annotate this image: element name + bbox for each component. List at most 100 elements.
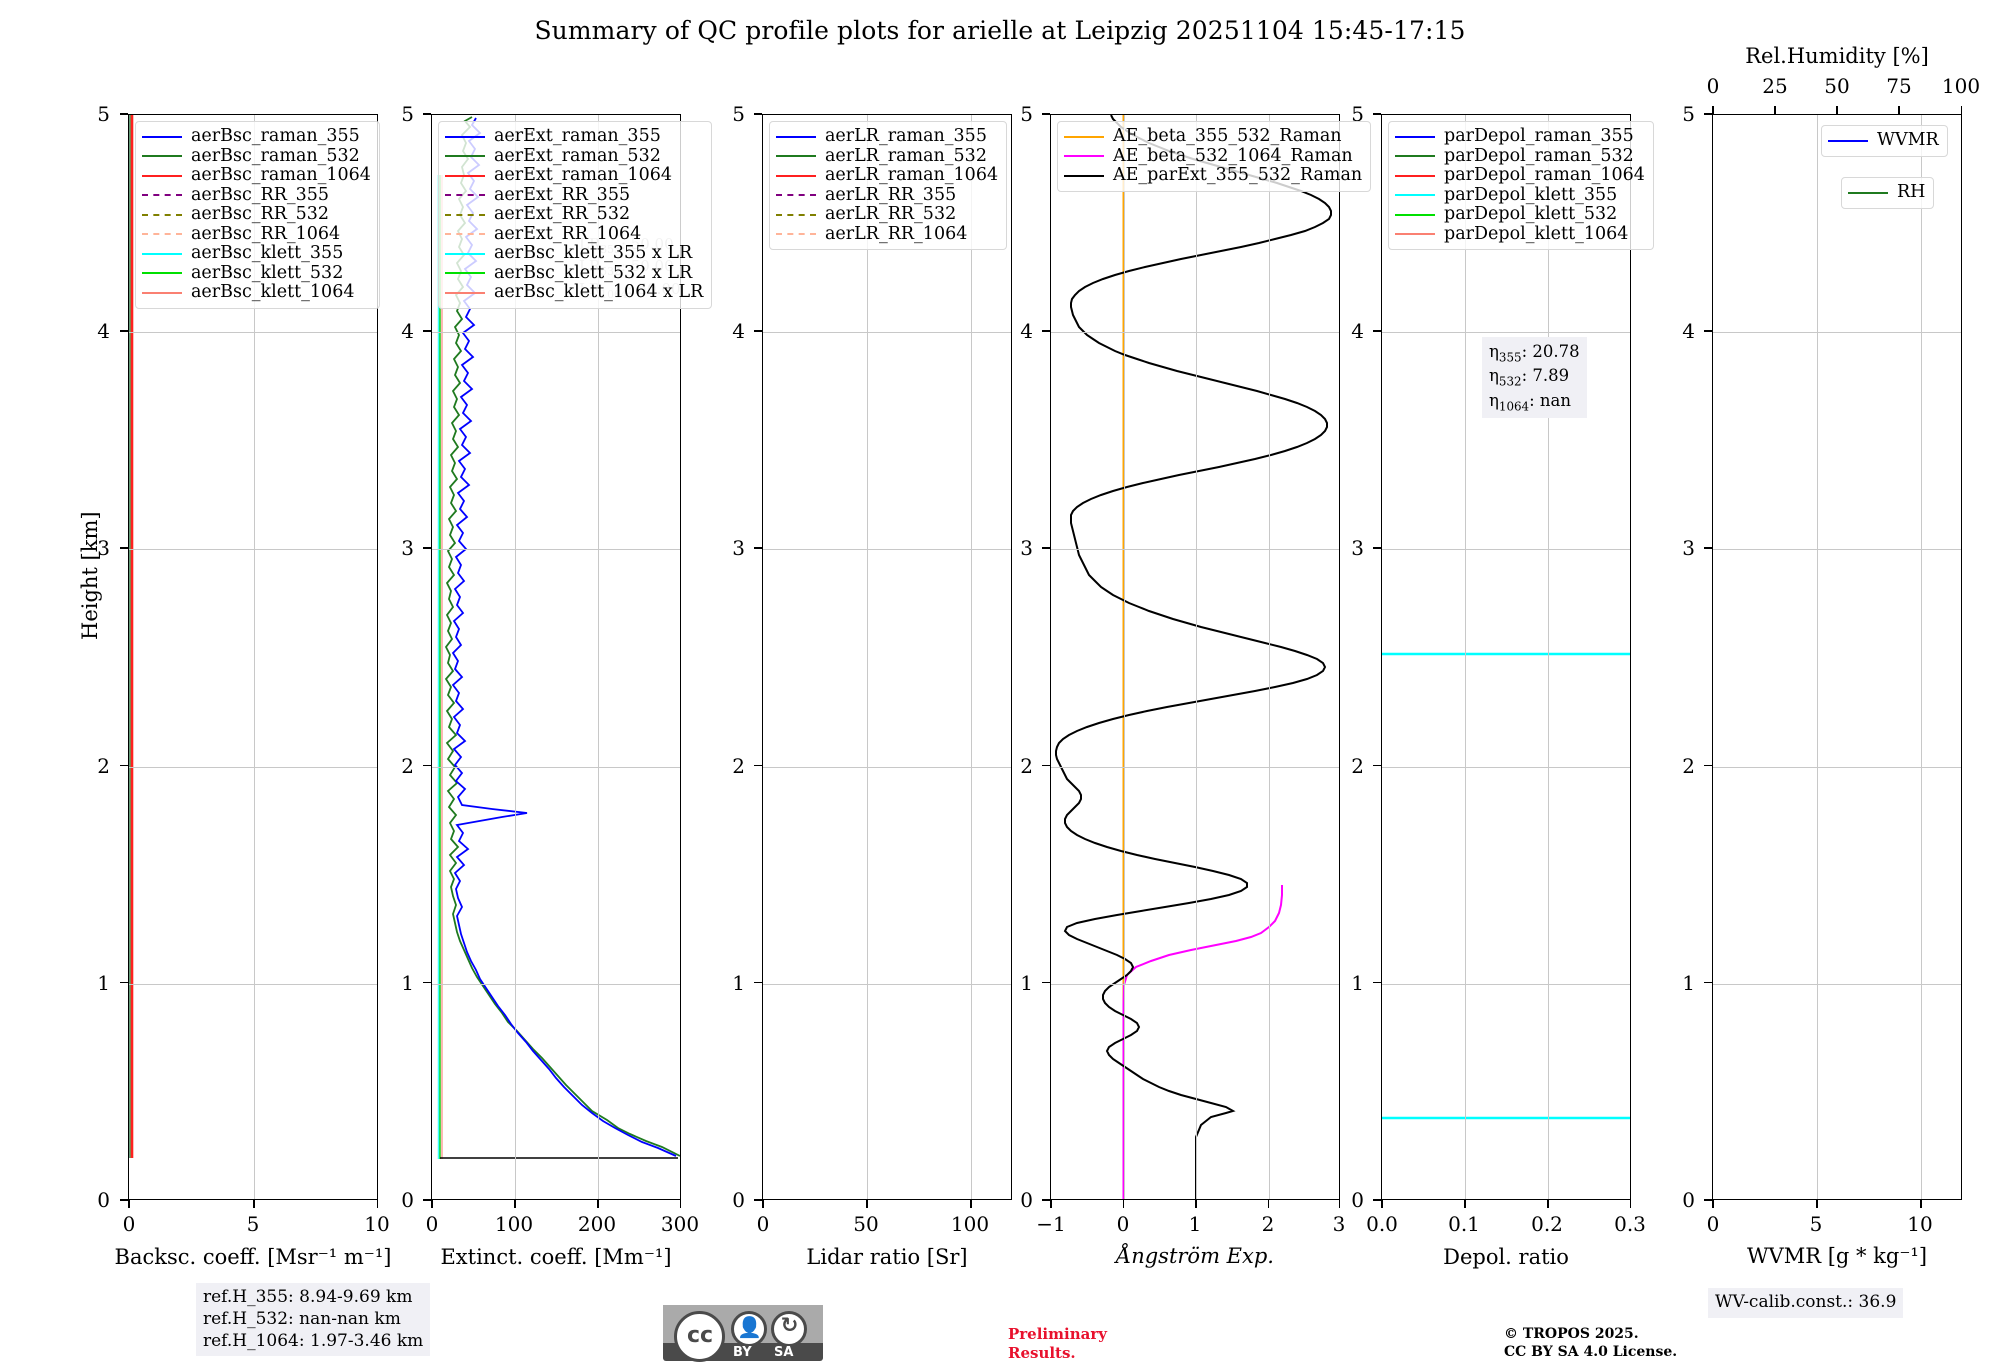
legend-item-aerext-raman-355[interactable]: aerExt_raman_355	[445, 127, 703, 147]
legend-item-aerbsc-raman-355[interactable]: aerBsc_raman_355	[142, 127, 371, 147]
legend-wvmr[interactable]: WVMR	[1821, 125, 1948, 157]
legend-swatch-icon	[776, 213, 816, 216]
legend-swatch-icon	[1395, 194, 1435, 197]
legend-label: aerLR_RR_532	[825, 204, 957, 225]
cc-text: cc	[686, 1323, 714, 1348]
y-tick-label: 0	[1682, 1188, 1695, 1212]
legend-label: aerBsc_RR_1064	[191, 223, 341, 244]
legend-extinction[interactable]: aerExt_raman_355 aerExt_raman_532 aerExt_r…	[438, 121, 713, 309]
legend-item-aerbsc-klett-355-x-lr[interactable]: aerBsc_klett_355 x LR	[445, 244, 703, 264]
legend-item-aerlr-raman-355[interactable]: aerLR_raman_355	[776, 127, 998, 147]
legend-angstrom[interactable]: AE_beta_355_532_Raman AE_beta_532_1064_Ra…	[1057, 121, 1372, 192]
legend-item-pardepol-klett-1064[interactable]: parDepol_klett_1064	[1395, 225, 1645, 245]
legend-item-aerlr-raman-532[interactable]: aerLR_raman_532	[776, 147, 998, 167]
legend-backscatter[interactable]: aerBsc_raman_355 aerBsc_raman_532 aerBsc_r…	[135, 121, 380, 309]
legend-label: parDepol_raman_355	[1444, 126, 1634, 147]
legend-swatch-icon	[142, 291, 182, 294]
legend-swatch-icon	[445, 194, 485, 197]
y-tick-label: 3	[1020, 536, 1033, 561]
legend-item-ae-beta-355-532-raman[interactable]: AE_beta_355_532_Raman	[1064, 127, 1362, 147]
y-tick-label: 3	[401, 536, 414, 561]
legend-item-aerext-raman-532[interactable]: aerExt_raman_532	[445, 147, 703, 167]
legend-swatch-icon	[1395, 135, 1435, 138]
legend-item-aerext-rr-355[interactable]: aerExt_RR_355	[445, 186, 703, 206]
preliminary-results-note: Preliminary Results.	[1008, 1325, 1107, 1363]
y-tick-label: 5	[732, 102, 745, 126]
legend-item-aerlr-rr-532[interactable]: aerLR_RR_532	[776, 205, 998, 225]
legend-label: parDepol_raman_1064	[1444, 165, 1645, 186]
legend-swatch-icon	[142, 233, 182, 236]
ref-h-355: ref.H_355: 8.94-9.69 km	[203, 1287, 413, 1307]
x-tick-label: 5	[246, 1212, 260, 1236]
sa-share-glyph: ↻	[780, 1313, 799, 1337]
x-tick-label: 0.1	[1448, 1212, 1480, 1236]
legend-item-aerlr-rr-355[interactable]: aerLR_RR_355	[776, 186, 998, 206]
cc-by-sa-badge[interactable]: cc 👤 ↻ BY SA	[663, 1305, 823, 1362]
cc-circle-icon	[674, 1311, 725, 1362]
wv-calib-annotation: WV-calib.const.: 36.9	[1708, 1288, 1904, 1318]
legend-item-aerlr-rr-1064[interactable]: aerLR_RR_1064	[776, 225, 998, 245]
legend-swatch-icon	[1395, 174, 1435, 177]
legend-swatch-icon	[776, 135, 816, 138]
legend-depolarization[interactable]: parDepol_raman_355 parDepol_raman_532 parD…	[1388, 121, 1654, 250]
legend-item-pardepol-klett-355[interactable]: parDepol_klett_355	[1395, 186, 1645, 206]
legend-lidar-ratio[interactable]: aerLR_raman_355 aerLR_raman_532 aerLR_rama…	[769, 121, 1008, 250]
y-tick-label: 1	[97, 970, 110, 995]
legend-item-pardepol-klett-532[interactable]: parDepol_klett_532	[1395, 205, 1645, 225]
ref-h-532: ref.H_532: nan-nan km	[203, 1308, 401, 1329]
x-tick-label: 0	[122, 1212, 136, 1236]
legend-item-aerbsc-klett-532[interactable]: aerBsc_klett_532	[142, 264, 371, 284]
legend-item-aerbsc-raman-1064[interactable]: aerBsc_raman_1064	[142, 166, 371, 186]
y-tick-label: 1	[1682, 970, 1695, 995]
legend-swatch-icon	[142, 135, 182, 138]
legend-item-ae-parext-355-532-raman[interactable]: AE_parExt_355_532_Raman	[1064, 166, 1362, 186]
legend-item-wvmr[interactable]: WVMR	[1828, 131, 1939, 151]
legend-swatch-icon	[142, 252, 182, 255]
panel-depolarization: parDepol_raman_355 parDepol_raman_532 parD…	[1381, 114, 1654, 1200]
plot-area-depolarization	[1382, 115, 1630, 1199]
legend-item-rh[interactable]: RH	[1848, 183, 1925, 203]
legend-swatch-icon	[445, 155, 485, 158]
y-tick-label: 2	[732, 753, 745, 778]
legend-item-aerbsc-raman-532[interactable]: aerBsc_raman_532	[142, 147, 371, 167]
y-tick-label: 1	[1020, 970, 1033, 995]
by-person-icon	[731, 1311, 767, 1347]
legend-item-aerlr-raman-1064[interactable]: aerLR_raman_1064	[776, 166, 998, 186]
legend-label: aerExt_RR_532	[494, 204, 631, 225]
legend-swatch-icon	[776, 194, 816, 197]
legend-swatch-icon	[142, 272, 182, 275]
x-tick-label: 0	[1706, 1212, 1720, 1236]
plot-area-angstrom	[1051, 115, 1339, 1199]
legend-swatch-icon	[1064, 135, 1104, 138]
legend-item-aerbsc-klett-1064-x-lr[interactable]: aerBsc_klett_1064 x LR	[445, 283, 703, 303]
legend-item-aerbsc-rr-355[interactable]: aerBsc_RR_355	[142, 186, 371, 206]
legend-item-aerbsc-klett-532-x-lr[interactable]: aerBsc_klett_532 x LR	[445, 264, 703, 284]
legend-label: aerBsc_RR_355	[191, 184, 330, 205]
legend-swatch-icon	[1395, 213, 1435, 216]
x-tick-label: 10	[1907, 1212, 1933, 1236]
rh-tick-label: 75	[1886, 74, 1912, 98]
legend-item-pardepol-raman-355[interactable]: parDepol_raman_355	[1395, 127, 1645, 147]
legend-item-pardepol-raman-532[interactable]: parDepol_raman_532	[1395, 147, 1645, 167]
tropos-copyright: © TROPOS 2025. CC BY SA 4.0 License.	[1504, 1325, 1677, 1361]
legend-item-aerext-rr-1064[interactable]: aerExt_RR_1064	[445, 225, 703, 245]
rh-tick-label: 0	[1706, 74, 1720, 98]
legend-item-aerbsc-rr-1064[interactable]: aerBsc_RR_1064	[142, 225, 371, 245]
legend-item-aerext-rr-532[interactable]: aerExt_RR_532	[445, 205, 703, 225]
legend-label: aerBsc_klett_532 x LR	[494, 262, 693, 283]
legend-swatch-icon	[142, 155, 182, 158]
y-tick-label: 0	[1351, 1188, 1364, 1212]
legend-item-aerbsc-klett-1064[interactable]: aerBsc_klett_1064	[142, 283, 371, 303]
eta-355: η355: 20.78	[1489, 342, 1580, 365]
x-tick-label: 3	[1332, 1212, 1346, 1236]
legend-item-aerbsc-rr-532[interactable]: aerBsc_RR_532	[142, 205, 371, 225]
legend-item-pardepol-raman-1064[interactable]: parDepol_raman_1064	[1395, 166, 1645, 186]
rh-tick-label: 25	[1762, 74, 1788, 98]
legend-item-aerbsc-klett-355[interactable]: aerBsc_klett_355	[142, 244, 371, 264]
legend-rh[interactable]: RH	[1841, 177, 1935, 209]
legend-item-ae-beta-532-1064-raman[interactable]: AE_beta_532_1064_Raman	[1064, 147, 1362, 167]
legend-label: aerBsc_RR_532	[191, 204, 330, 225]
y-tick-label: 1	[401, 970, 414, 995]
legend-item-aerext-raman-1064[interactable]: aerExt_raman_1064	[445, 166, 703, 186]
legend-swatch-icon	[1064, 155, 1104, 158]
